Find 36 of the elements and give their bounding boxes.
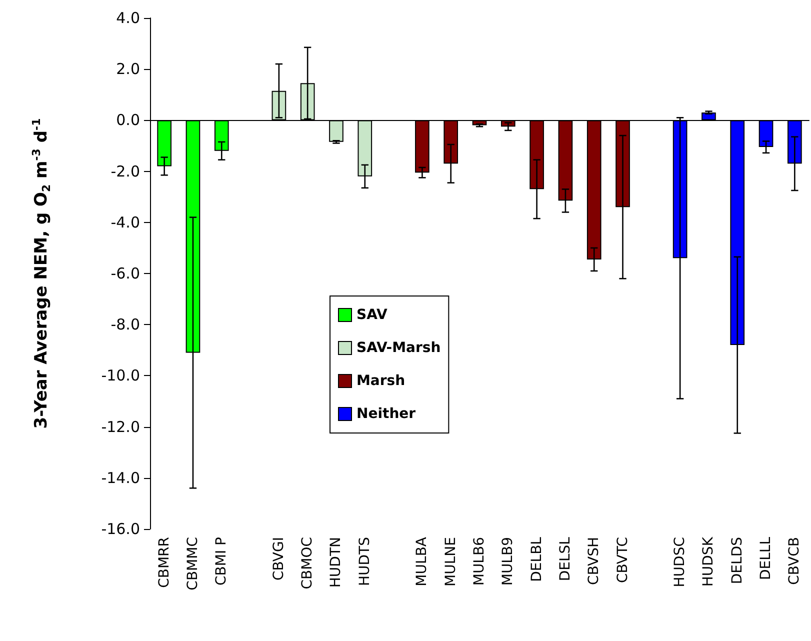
y-tick-label: -8.0	[110, 316, 140, 334]
legend-label: SAV	[356, 307, 388, 323]
x-tick-label: MULNE	[442, 537, 459, 586]
x-tick-label: DELDS	[729, 536, 746, 584]
x-tick-label: CBMI P	[214, 537, 230, 586]
y-tick-label: -4.0	[110, 213, 140, 232]
x-tick-label: MULBA	[414, 536, 430, 586]
y-tick-label: 0.0	[116, 111, 140, 130]
y-tick-label: -2.0	[110, 162, 140, 180]
x-tick-label: MULB9	[500, 537, 516, 586]
legend-label: Marsh	[356, 373, 406, 389]
y-tick-label: 4.0	[116, 9, 140, 27]
x-tick-label: MULB6	[472, 536, 488, 586]
x-tick-label: HUDTN	[328, 537, 344, 588]
x-tick-label: CBVTC	[614, 536, 631, 584]
x-tick-label: CBMRR	[156, 536, 172, 588]
x-tick-label: HUDTS	[356, 536, 373, 586]
legend-label: Neither	[356, 406, 416, 422]
x-tick-label: CBMMC	[184, 536, 201, 590]
x-tick-label: HUDSK	[700, 536, 717, 587]
x-tick-label: DELBL	[528, 536, 545, 582]
x-tick-label: CBVSH	[586, 537, 602, 585]
x-tick-label: CBVCB	[786, 537, 803, 585]
y-tick-label: -16.0	[101, 520, 140, 538]
x-tick-label: DELSL	[557, 536, 574, 582]
y-tick-label: 2.0	[116, 60, 140, 78]
y-tick-label: -14.0	[101, 468, 140, 487]
y-tick-label: -10.0	[101, 366, 140, 385]
x-tick-label: HUDSC	[672, 536, 688, 588]
y-axis-title: 3-Year Average NEM, g O2 m-3 d-1	[30, 118, 53, 429]
x-tick-label: CBVGI	[270, 537, 287, 581]
legend-label: SAV-Marsh	[356, 340, 441, 356]
y-tick-label: -12.0	[101, 418, 140, 436]
x-tick-label: CBMOC	[300, 536, 316, 590]
y-tick-label: -6.0	[110, 264, 140, 282]
x-tick-label: DELLL	[758, 536, 774, 580]
